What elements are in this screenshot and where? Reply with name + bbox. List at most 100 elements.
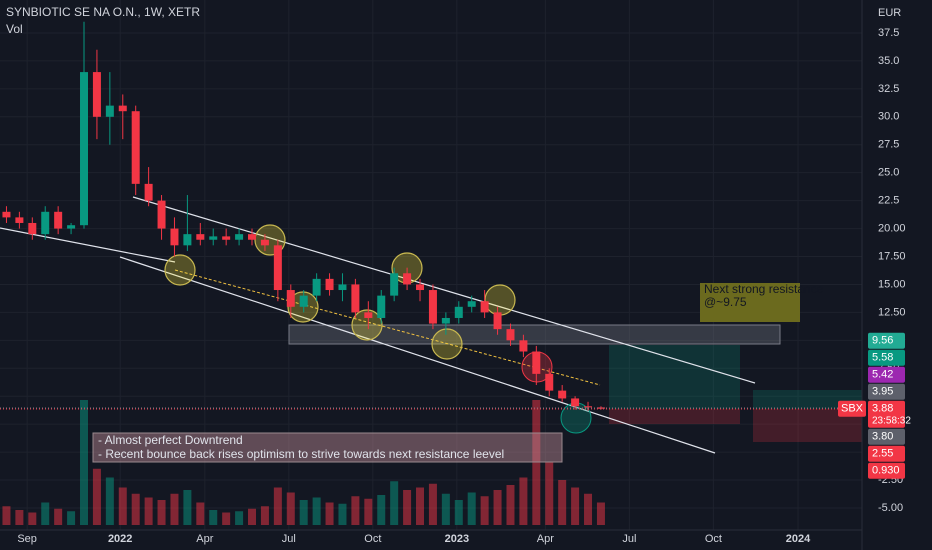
candle-body bbox=[377, 295, 386, 318]
volume-bar bbox=[80, 400, 89, 525]
price-tag bbox=[868, 383, 905, 400]
volume-bar bbox=[403, 490, 412, 525]
volume-bar bbox=[506, 485, 515, 525]
y-tick-label: 27.5 bbox=[878, 139, 899, 151]
y-tick-label: 20.00 bbox=[878, 222, 906, 234]
x-tick-label: Apr bbox=[537, 533, 554, 545]
countdown: 23:58:32 bbox=[872, 415, 911, 426]
volume-bar bbox=[67, 511, 76, 525]
candle-body bbox=[41, 211, 50, 235]
trend-line bbox=[174, 269, 601, 386]
candles bbox=[2, 21, 605, 411]
volume-bar bbox=[28, 512, 37, 525]
volume-bar bbox=[131, 493, 140, 525]
volume-bar bbox=[196, 502, 205, 525]
price-tag-label: 3.88 bbox=[872, 403, 893, 415]
y-tick-label: 32.5 bbox=[878, 83, 899, 95]
volume-bar bbox=[92, 468, 101, 525]
target-zone bbox=[753, 390, 862, 409]
volume-bar bbox=[364, 498, 373, 525]
candle-body bbox=[28, 222, 37, 235]
x-tick-label: Oct bbox=[364, 533, 381, 545]
price-tag bbox=[868, 428, 905, 445]
volume-bar bbox=[248, 508, 257, 525]
candle-body bbox=[571, 398, 580, 407]
price-tag-label: 2.55 bbox=[872, 448, 893, 460]
candle-body bbox=[480, 301, 489, 313]
candle-body bbox=[454, 306, 463, 318]
trend-line bbox=[132, 196, 756, 384]
volume-bar bbox=[467, 492, 476, 525]
pivot-circle bbox=[351, 309, 383, 341]
target-zone bbox=[609, 345, 740, 409]
candle-body bbox=[131, 111, 140, 184]
volume-bar bbox=[118, 487, 127, 525]
candle-body bbox=[467, 301, 476, 307]
pivot-circle bbox=[484, 284, 516, 316]
candle-body bbox=[338, 284, 347, 291]
candle-body bbox=[493, 312, 502, 330]
volume-bar bbox=[338, 503, 347, 525]
y-tick-label: 17.50 bbox=[878, 250, 906, 262]
volume-bar bbox=[273, 487, 282, 525]
price-tag-label: 9.56 bbox=[872, 335, 893, 347]
candle-body bbox=[235, 234, 244, 240]
candle-body bbox=[506, 329, 515, 341]
volume-bar bbox=[428, 483, 437, 525]
candle-body bbox=[170, 228, 179, 246]
candle-body bbox=[15, 217, 24, 223]
y-tick-label: 25.0 bbox=[878, 167, 899, 179]
candle-body bbox=[105, 105, 114, 117]
volume-bar bbox=[441, 493, 450, 525]
candle-body bbox=[532, 351, 541, 374]
candle-body bbox=[273, 245, 282, 291]
volume-bar bbox=[222, 512, 231, 525]
volume-bar bbox=[170, 493, 179, 525]
volume-pane bbox=[2, 400, 605, 525]
y-tick-label: 37.5 bbox=[878, 27, 899, 39]
price-tag-label: 3.95 bbox=[872, 386, 893, 398]
candle-body bbox=[364, 312, 373, 318]
x-tick-label: Jul bbox=[622, 533, 636, 545]
volume-label: Vol bbox=[6, 22, 23, 36]
volume-bar bbox=[325, 502, 334, 525]
symbol-tag-label: SBX bbox=[841, 403, 864, 415]
price-tag bbox=[868, 366, 905, 383]
chart-title: SYNBIOTIC SE NA O.N., 1W, XETR bbox=[6, 5, 200, 19]
axes: 37.5 35.0 32.5 30.0 27.5 25.0 22.5 20.00 17.50 15… bbox=[0, 0, 911, 550]
annotation: - Almost perfect Downtrend bbox=[98, 433, 243, 447]
volume-bar bbox=[235, 511, 244, 525]
volume-bar bbox=[183, 490, 192, 525]
candle-body bbox=[519, 340, 528, 352]
symbol-tag bbox=[838, 400, 866, 417]
volume-bar bbox=[105, 477, 114, 525]
y-tick-label: 15.00 bbox=[878, 278, 906, 290]
candle-body bbox=[2, 211, 11, 218]
pivot-circle bbox=[287, 291, 319, 323]
currency: EUR bbox=[878, 7, 901, 19]
candle-body bbox=[545, 373, 554, 391]
y-tick-label: -5.00 bbox=[878, 502, 903, 514]
volume-bar bbox=[209, 510, 218, 525]
candle-body bbox=[312, 278, 321, 296]
y-tick-label: 35.0 bbox=[878, 55, 899, 67]
candle-body bbox=[403, 273, 412, 285]
resistance-zone bbox=[288, 324, 781, 345]
volume-bar bbox=[493, 490, 502, 525]
volume-bar bbox=[312, 497, 321, 525]
x-tick-label: Sep bbox=[17, 533, 37, 545]
price-tag-label: 3.80 bbox=[872, 431, 893, 443]
annotation: - Recent bounce back rises optimism to s… bbox=[98, 447, 504, 461]
pivot-circle bbox=[164, 254, 196, 286]
price-tag bbox=[868, 462, 905, 479]
candle-body bbox=[92, 72, 101, 117]
x-tick-label: Jul bbox=[282, 533, 296, 545]
annotation-box bbox=[700, 283, 800, 322]
candle-body bbox=[299, 295, 308, 307]
volume-bar bbox=[144, 497, 153, 525]
candle-body bbox=[558, 390, 567, 399]
x-tick-label: 2023 bbox=[445, 533, 469, 545]
candle-body bbox=[584, 406, 593, 408]
candle-body bbox=[183, 234, 192, 246]
